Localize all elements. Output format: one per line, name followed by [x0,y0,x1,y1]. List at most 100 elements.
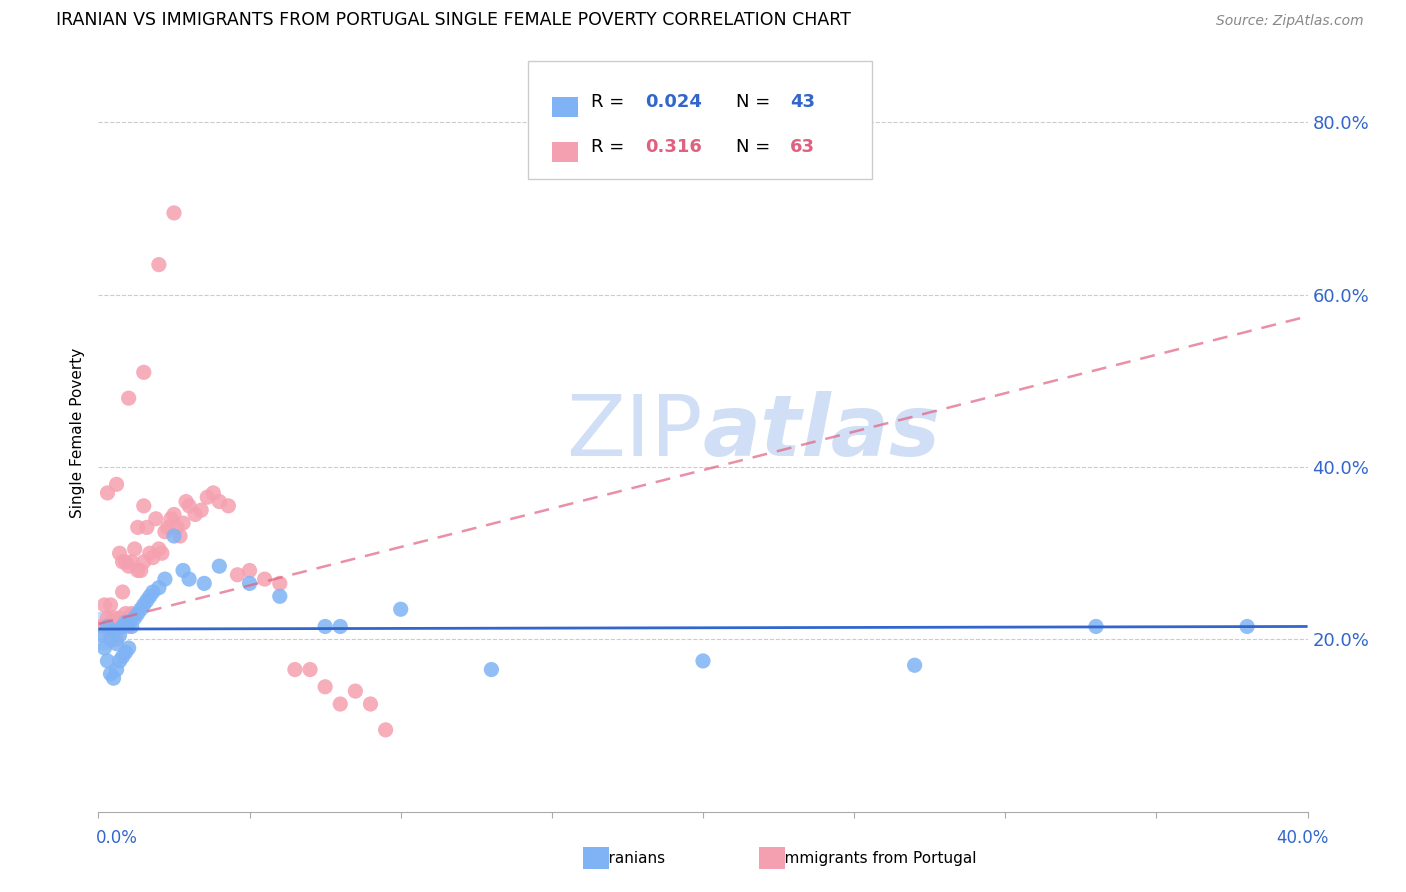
Point [193,576,215,591]
Point [172,564,194,578]
Point [129,564,152,578]
Point [166,520,188,534]
Point [124,611,146,625]
Point [329,697,352,711]
Point [163,529,186,543]
Point [239,576,262,591]
Point [108,611,131,625]
Point [132,598,155,612]
Point [111,649,134,664]
Point [108,546,131,560]
Text: Source: ZipAtlas.com: Source: ZipAtlas.com [1216,14,1364,28]
Point [93,598,115,612]
Point [90,628,112,642]
Point [118,640,141,655]
Point [103,624,125,638]
Point [105,637,128,651]
Point [142,585,165,599]
Text: 0.024: 0.024 [645,93,702,111]
Point [114,555,136,569]
Point [114,615,136,630]
Point [93,624,115,638]
Point [124,541,146,556]
Point [208,559,231,574]
Point [121,555,143,569]
Point [1085,619,1108,633]
Point [692,654,714,668]
FancyBboxPatch shape [527,62,872,178]
Text: N =: N = [735,137,770,155]
Point [163,508,186,522]
Point [389,602,412,616]
Text: Immigrants from Portugal: Immigrants from Portugal [780,851,977,865]
Point [179,499,201,513]
Point [118,615,141,630]
Point [195,490,218,504]
Point [156,520,179,534]
Point [96,654,118,668]
Point [148,541,170,556]
Point [202,486,225,500]
Point [105,477,128,491]
Point [269,590,291,604]
FancyBboxPatch shape [551,142,578,161]
Point [374,723,396,737]
Point [96,611,118,625]
Point [93,619,115,633]
Point [103,619,125,633]
Point [139,546,162,560]
Point [360,697,382,711]
Point [111,585,134,599]
Text: 0.0%: 0.0% [96,829,138,847]
Point [103,671,125,685]
Point [132,555,155,569]
Point [114,607,136,621]
Point [111,555,134,569]
Point [118,391,141,405]
Point [114,645,136,659]
Text: R =: R = [591,137,624,155]
Text: 0.316: 0.316 [645,137,702,155]
Point [135,520,157,534]
FancyBboxPatch shape [551,96,578,117]
Point [142,550,165,565]
Point [314,680,336,694]
Point [127,564,149,578]
Text: N =: N = [735,93,770,111]
Point [100,598,122,612]
Point [108,628,131,642]
Point [145,512,167,526]
Point [190,503,212,517]
Point [174,494,197,508]
Point [284,663,307,677]
Point [100,628,122,642]
Point [148,581,170,595]
Point [169,529,191,543]
Text: 40.0%: 40.0% [1277,829,1329,847]
Point [208,494,231,508]
Point [118,619,141,633]
Point [153,572,176,586]
Point [105,632,128,647]
Point [150,546,173,560]
Point [135,593,157,607]
Y-axis label: Single Female Poverty: Single Female Poverty [70,348,86,517]
Point [103,611,125,625]
Point [299,663,322,677]
Point [127,520,149,534]
Point [111,619,134,633]
Point [105,663,128,677]
Point [96,619,118,633]
Point [108,654,131,668]
Point [93,640,115,655]
Point [160,512,183,526]
Point [127,607,149,621]
Point [179,572,201,586]
Point [1236,619,1258,633]
Point [269,576,291,591]
Point [481,663,503,677]
Point [904,658,927,673]
Text: 63: 63 [790,137,815,155]
Point [184,508,207,522]
Text: 43: 43 [790,93,815,111]
